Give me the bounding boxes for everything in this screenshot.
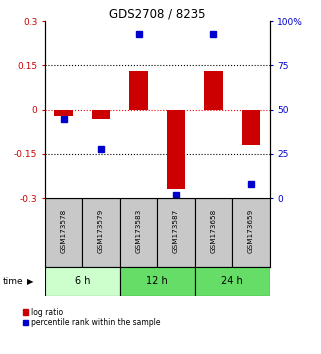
Text: time: time (3, 277, 24, 286)
Legend: log ratio, percentile rank within the sample: log ratio, percentile rank within the sa… (20, 305, 164, 330)
Bar (204, 72, 223, 110)
Text: GSM173587: GSM173587 (173, 209, 179, 253)
Bar (157, 198, 195, 267)
Bar (129, 72, 148, 110)
Bar (82, 198, 120, 267)
Text: GSM173583: GSM173583 (135, 209, 142, 253)
Text: GSM173659: GSM173659 (248, 209, 254, 253)
Bar (195, 198, 232, 267)
Text: GSM173578: GSM173578 (61, 209, 67, 253)
Text: 6 h: 6 h (75, 276, 90, 286)
Bar (167, 110, 185, 189)
Bar (45, 198, 82, 267)
Text: ▶: ▶ (27, 277, 34, 286)
Bar (54, 110, 73, 116)
Text: GSM173658: GSM173658 (211, 209, 216, 253)
Bar (120, 267, 195, 296)
Bar (120, 198, 157, 267)
Bar (232, 198, 270, 267)
Text: GSM173579: GSM173579 (98, 209, 104, 253)
Title: GDS2708 / 8235: GDS2708 / 8235 (109, 7, 205, 20)
Bar (45, 267, 120, 296)
Text: 24 h: 24 h (221, 276, 243, 286)
Bar (195, 267, 270, 296)
Text: 12 h: 12 h (146, 276, 168, 286)
Bar (242, 110, 260, 145)
Bar (92, 110, 110, 119)
